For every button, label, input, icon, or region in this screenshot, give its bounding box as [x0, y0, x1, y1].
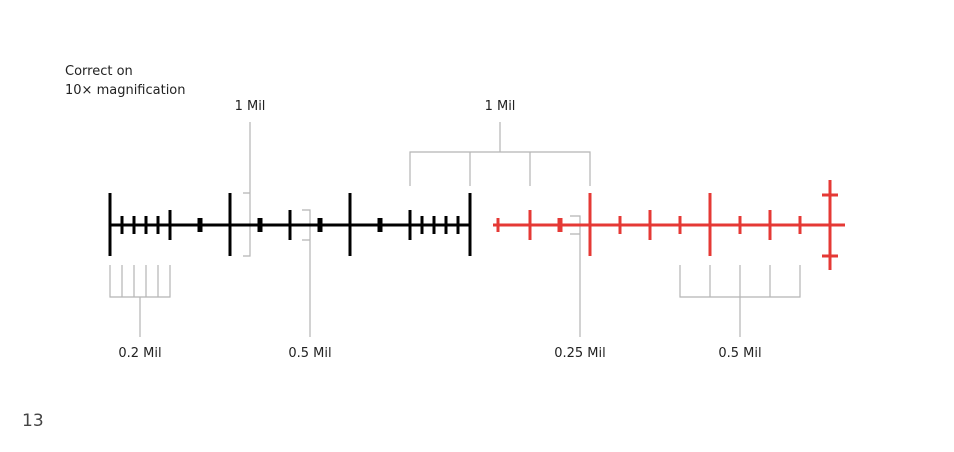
label: 0.2 Mil [118, 346, 161, 361]
annotation-lines [109, 122, 801, 337]
label: 1 Mil [485, 99, 516, 114]
label: 0.5 Mil [288, 346, 331, 361]
note-line: Correct on [65, 64, 133, 79]
page-number: 13 [22, 411, 44, 431]
note: Correct on 10× magnification [65, 64, 186, 98]
black-reticle [108, 193, 472, 256]
note-line: 10× magnification [65, 83, 186, 98]
label: 0.5 Mil [718, 346, 761, 361]
label: 1 Mil [235, 99, 266, 114]
label: 0.25 Mil [554, 346, 606, 361]
red-reticle [493, 180, 845, 270]
